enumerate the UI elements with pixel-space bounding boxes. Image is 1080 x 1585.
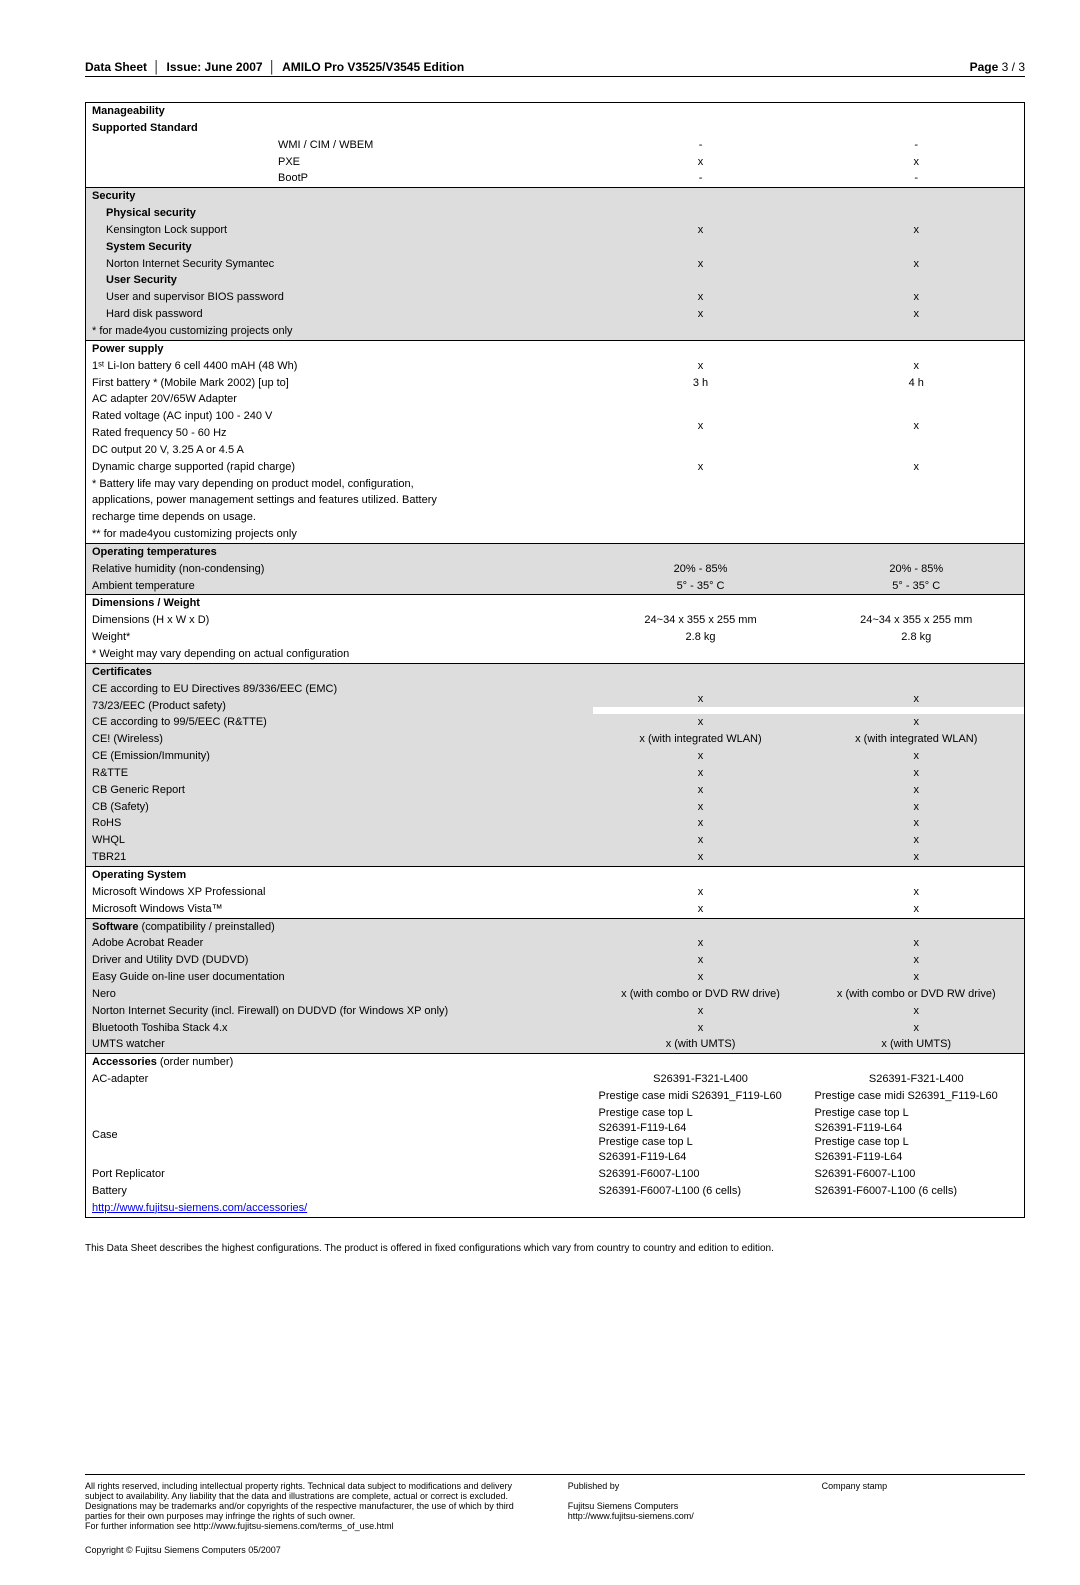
c-row-5: R&TTE	[86, 765, 593, 782]
norton: Norton Internet Security Symantec	[86, 256, 593, 273]
port-replicator: Port Replicator	[86, 1166, 593, 1183]
sw-row-5: Bluetooth Toshiba Stack 4.x	[86, 1020, 593, 1037]
c-row-3: CE! (Wireless)	[86, 731, 593, 748]
sw-row-3: Nero	[86, 986, 593, 1003]
optemp-title: Operating temperatures	[86, 543, 593, 560]
copyright: Copyright © Fujitsu Siemens Computers 05…	[85, 1545, 1025, 1555]
manageability-title: Manageability	[86, 103, 593, 120]
sw-row-1: Driver and Utility DVD (DUDVD)	[86, 952, 593, 969]
accessories-link[interactable]: http://www.fujitsu-siemens.com/accessori…	[92, 1202, 307, 1214]
security-title: Security	[86, 188, 593, 205]
case-pre-2: Prestige case midi S26391_F119-L60	[809, 1088, 1025, 1105]
hdd-pw: Hard disk password	[86, 306, 593, 323]
d-row-1: Weight*	[86, 629, 593, 646]
disclaimer: This Data Sheet describes the highest co…	[85, 1243, 1025, 1254]
header-right: Page 3 / 3	[970, 60, 1025, 74]
c-row-1: 73/23/EEC (Product safety)	[86, 698, 593, 715]
m-row-2: BootP	[86, 170, 593, 187]
sw-row-6: UMTS watcher	[86, 1036, 593, 1053]
m-row-1: PXE	[86, 154, 593, 171]
m-row-0: WMI / CIM / WBEM	[86, 137, 593, 154]
c-row-10: TBR21	[86, 849, 593, 866]
ot-row-1: Ambient temperature	[86, 578, 593, 595]
kensington: Kensington Lock support	[86, 222, 593, 239]
header-part-1: Issue: June 2007	[167, 60, 263, 74]
case-col-2: Prestige case top L S26391-F119-L64 Pres…	[809, 1105, 1025, 1166]
power-title: Power supply	[86, 340, 593, 357]
footer-col-2: Published by Fujitsu Siemens Computers h…	[568, 1481, 797, 1531]
d-row-2: * Weight may vary depending on actual co…	[86, 646, 593, 663]
p-row-6: Dynamic charge supported (rapid charge)	[86, 459, 593, 476]
battery: Battery	[86, 1183, 593, 1200]
sec-note: * for made4you customizing projects only	[86, 323, 593, 340]
c-row-6: CB Generic Report	[86, 782, 593, 799]
p-row-5: DC output 20 V, 3.25 A or 4.5 A	[86, 442, 593, 459]
footer-col-1: All rights reserved, including intellect…	[85, 1481, 543, 1531]
p-row-1: First battery * (Mobile Mark 2002) [up t…	[86, 375, 593, 392]
p-row-8: applications, power management settings …	[86, 492, 593, 509]
footer-col-3: Company stamp	[822, 1481, 1025, 1531]
sw-title: Software (compatibility / preinstalled)	[86, 918, 593, 935]
p-row-7: * Battery life may vary depending on pro…	[86, 476, 593, 493]
p-row-10: ** for made4you customizing projects onl…	[86, 526, 593, 543]
bios-pw: User and supervisor BIOS password	[86, 289, 593, 306]
cert-title: Certificates	[86, 663, 593, 680]
page-header: Data Sheet│Issue: June 2007│AMILO Pro V3…	[85, 60, 1025, 77]
acc-title: Accessories (order number)	[86, 1054, 593, 1071]
sys-sec: System Security	[86, 239, 593, 256]
spec-table: Manageability Supported Standard WMI / C…	[85, 102, 1025, 1218]
c-row-9: WHQL	[86, 832, 593, 849]
p-row-9: recharge time depends on usage.	[86, 509, 593, 526]
p-row-2: AC adapter 20V/65W Adapter	[86, 391, 593, 408]
d-row-0: Dimensions (H x W x D)	[86, 612, 593, 629]
header-part-0: Data Sheet	[85, 60, 147, 74]
c-row-2: CE according to 99/5/EEC (R&TTE)	[86, 714, 593, 731]
case-label: Case	[86, 1105, 593, 1166]
footer: All rights reserved, including intellect…	[85, 1481, 1025, 1531]
ac-adapter: AC-adapter	[86, 1071, 593, 1088]
supported-standard: Supported Standard	[86, 120, 593, 137]
header-part-2: AMILO Pro V3525/V3545 Edition	[282, 60, 464, 74]
p-row-3: Rated voltage (AC input) 100 - 240 V	[86, 408, 593, 425]
c-row-0: CE according to EU Directives 89/336/EEC…	[86, 681, 593, 698]
case-pre-1: Prestige case midi S26391_F119-L60	[593, 1088, 809, 1105]
os-row-0: Microsoft Windows XP Professional	[86, 884, 593, 901]
page-num: 3 / 3	[1002, 60, 1025, 74]
page-label: Page	[970, 60, 999, 74]
header-left: Data Sheet│Issue: June 2007│AMILO Pro V3…	[85, 60, 464, 74]
c-row-7: CB (Safety)	[86, 799, 593, 816]
sw-row-4: Norton Internet Security (incl. Firewall…	[86, 1003, 593, 1020]
phys-sec: Physical security	[86, 205, 593, 222]
user-sec: User Security	[86, 272, 593, 289]
c-row-4: CE (Emission/Immunity)	[86, 748, 593, 765]
os-row-1: Microsoft Windows Vista™	[86, 901, 593, 918]
sw-row-0: Adobe Acrobat Reader	[86, 935, 593, 952]
p-row-0: 1ˢᵗ Li-Ion battery 6 cell 4400 mAH (48 W…	[86, 358, 593, 375]
footer-rule	[85, 1474, 1025, 1475]
os-title: Operating System	[86, 866, 593, 883]
ot-row-0: Relative humidity (non-condensing)	[86, 561, 593, 578]
case-col-1: Prestige case top L S26391-F119-L64 Pres…	[593, 1105, 809, 1166]
c-row-8: RoHS	[86, 815, 593, 832]
p-row-4: Rated frequency 50 - 60 Hz	[86, 425, 593, 442]
dim-title: Dimensions / Weight	[86, 595, 593, 612]
sw-row-2: Easy Guide on-line user documentation	[86, 969, 593, 986]
